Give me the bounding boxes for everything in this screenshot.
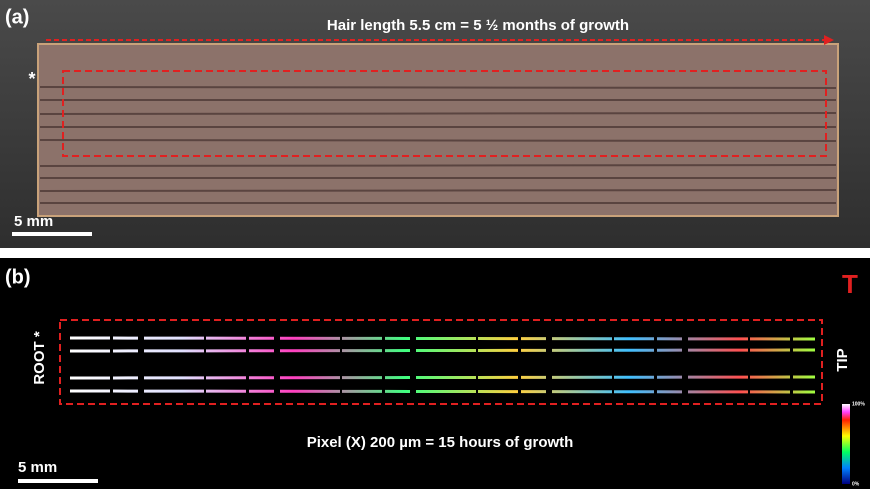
panel-label: (a) (5, 6, 29, 28)
scale-label: 5 mm (18, 459, 57, 476)
root-label: ROOT * (31, 331, 48, 384)
figure: (a) Hair length 5.5 cm = 5 ½ months of g… (0, 0, 870, 489)
corner-mark: T (842, 269, 858, 299)
caption: Hair length 5.5 cm = 5 ½ months of growt… (327, 17, 629, 34)
marker: * (28, 69, 35, 89)
colorbar (842, 404, 850, 484)
panel-label: (b) (5, 266, 31, 288)
scale-label: 5 mm (14, 213, 53, 230)
caption: Pixel (X) 200 µm = 15 hours of growth (307, 434, 574, 451)
tip-label: TIP (834, 348, 851, 371)
colorbar-min: 0% (852, 481, 860, 487)
page: (a) Hair length 5.5 cm = 5 ½ months of g… (0, 0, 870, 489)
colorbar-max: 100% (852, 401, 865, 407)
panel-b-background (0, 258, 870, 489)
